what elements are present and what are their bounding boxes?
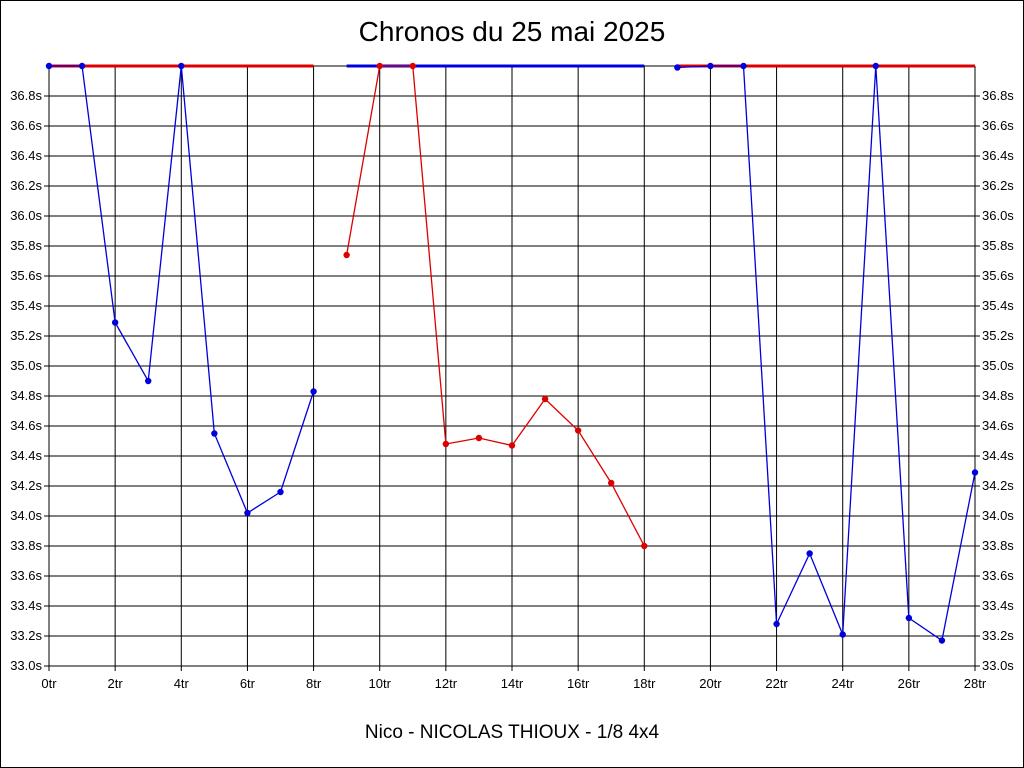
x-tick-label: 2tr [108,676,124,691]
data-point [608,479,615,487]
y-tick-label-right: 33.4s [982,598,1014,613]
x-tick-label: 10tr [369,676,392,691]
x-tick-label: 8tr [306,676,322,691]
x-tick-label: 18tr [633,676,656,691]
y-tick-label-left: 33.4s [10,598,42,613]
y-tick-label-right: 35.0s [982,358,1014,373]
x-tick-label: 22tr [765,676,788,691]
data-point [707,62,714,70]
data-point [244,509,251,517]
y-tick-label-left: 35.2s [10,328,42,343]
x-tick-label: 24tr [832,676,855,691]
x-tick-label: 26tr [898,676,921,691]
data-point [872,62,879,70]
y-tick-label-right: 33.8s [982,538,1014,553]
y-tick-label-right: 35.8s [982,238,1014,253]
x-tick-label: 0tr [41,676,57,691]
data-point [211,430,218,437]
y-tick-label-left: 34.4s [10,448,42,463]
y-tick-label-left: 36.0s [10,208,42,223]
x-tick-label: 20tr [699,676,722,691]
x-tick-label: 12tr [435,676,458,691]
data-point [475,434,483,442]
data-point [508,442,516,449]
y-tick-label-right: 34.0s [982,508,1014,523]
data-point [376,62,383,70]
data-point [45,62,53,70]
x-tick-label: 6tr [240,676,256,691]
y-tick-label-left: 33.2s [10,628,42,643]
data-point [839,631,846,638]
chart-title: Chronos du 25 mai 2025 [358,16,666,47]
data-point [111,319,119,326]
y-tick-label-left: 35.8s [10,238,42,253]
y-tick-label-right: 35.6s [982,268,1014,283]
data-point [905,614,913,622]
y-tick-label-left: 35.6s [10,268,42,283]
y-tick-label-right: 34.4s [982,448,1014,463]
x-tick-label: 4tr [174,676,190,691]
y-tick-label-left: 33.0s [10,658,42,673]
y-tick-label-left: 35.4s [10,298,42,313]
data-point [971,469,979,476]
y-tick-label-right: 34.8s [982,388,1014,403]
data-point [343,251,350,259]
x-tick-label: 28tr [964,676,987,691]
y-tick-label-right: 36.4s [982,148,1014,163]
y-tick-label-left: 35.0s [10,358,42,373]
data-point [442,440,450,448]
y-tick-label-right: 33.6s [982,568,1014,583]
series-line [677,65,976,642]
y-tick-label-left: 36.2s [10,178,42,193]
y-tick-label-right: 33.2s [982,628,1014,643]
x-tick-label: 14tr [501,676,524,691]
x-tick-label: 16tr [567,676,590,691]
y-tick-label-right: 36.2s [982,178,1014,193]
data-point [938,637,946,644]
chart-footer: Nico - NICOLAS THIOUX - 1/8 4x4 [364,722,660,743]
data-point [145,377,152,385]
data-point [277,488,284,496]
data-point [178,62,185,70]
y-tick-label-right: 35.4s [982,298,1014,313]
y-tick-label-right: 36.8s [982,88,1014,103]
data-point [409,62,416,70]
data-point [574,427,582,434]
y-tick-label-right: 35.2s [982,328,1014,343]
y-tick-label-left: 33.8s [10,538,42,553]
data-point [674,64,681,71]
series-line [346,65,645,547]
y-tick-label-left: 36.4s [10,148,42,163]
data-point [773,620,780,628]
y-tick-label-right: 34.2s [982,478,1014,493]
data-point [641,542,648,550]
y-tick-label-left: 34.8s [10,388,42,403]
data-point [310,388,317,395]
data-point [806,550,813,557]
data-point [740,62,747,70]
y-tick-label-right: 34.6s [982,418,1014,433]
y-tick-label-left: 36.6s [10,118,42,133]
y-tick-label-left: 33.6s [10,568,42,583]
data-point [541,395,549,403]
y-tick-label-left: 34.0s [10,508,42,523]
y-tick-label-right: 33.0s [982,658,1014,673]
y-tick-label-left: 34.6s [10,418,42,433]
y-tick-label-right: 36.0s [982,208,1014,223]
y-tick-label-left: 34.2s [10,478,42,493]
y-tick-label-left: 36.8s [10,88,42,103]
data-point [78,62,86,70]
y-tick-label-right: 36.6s [982,118,1014,133]
